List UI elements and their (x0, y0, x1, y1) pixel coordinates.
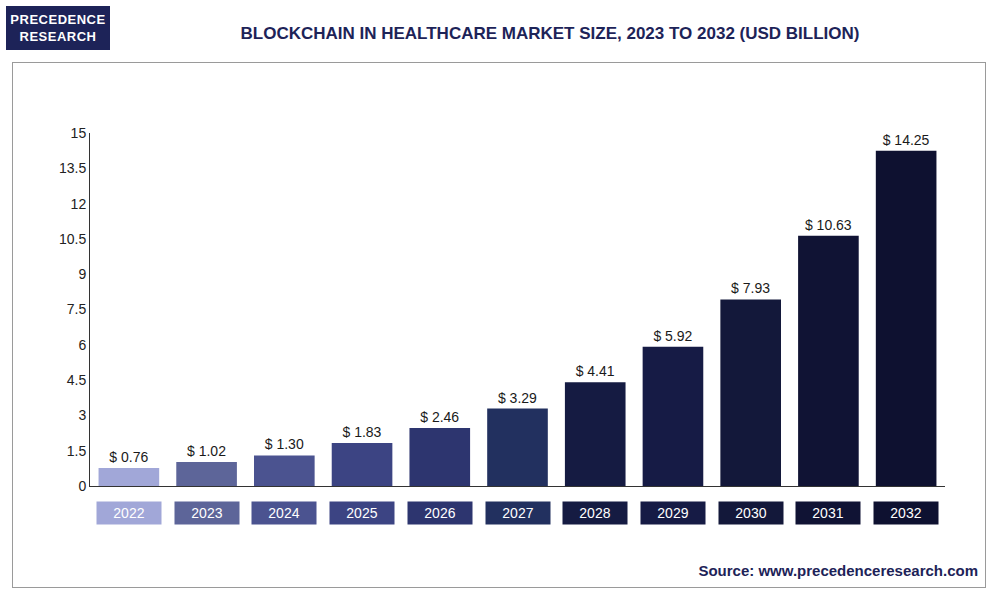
svg-text:$ 14.25: $ 14.25 (883, 132, 930, 148)
svg-text:$ 3.29: $ 3.29 (498, 390, 537, 406)
svg-text:0: 0 (78, 478, 86, 494)
svg-text:$ 0.76: $ 0.76 (109, 449, 148, 465)
svg-text:2032: 2032 (890, 505, 921, 521)
html-text:PRECEDENCE: PRECEDENCE (10, 12, 106, 27)
svg-text:10.5: 10.5 (59, 231, 86, 247)
html-text:Source: www.precedenceresearch: Source: www.precedenceresearch.com (698, 562, 978, 579)
svg-text:2026: 2026 (424, 505, 455, 521)
svg-text:1.5: 1.5 (67, 443, 87, 459)
svg-text:2031: 2031 (812, 505, 843, 521)
svg-text:$ 10.63: $ 10.63 (805, 217, 852, 233)
svg-text:2025: 2025 (346, 505, 377, 521)
svg-text:6: 6 (78, 337, 86, 353)
svg-text:12: 12 (71, 196, 87, 212)
svg-text:7.5: 7.5 (67, 301, 87, 317)
svg-text:2024: 2024 (268, 505, 299, 521)
svg-text:13.5: 13.5 (59, 160, 86, 176)
svg-text:BLOCKCHAIN IN HEALTHCARE MARKE: BLOCKCHAIN IN HEALTHCARE MARKET SIZE, 20… (241, 24, 860, 43)
svg-text:2029: 2029 (657, 505, 688, 521)
svg-text:9: 9 (78, 266, 86, 282)
svg-text:2028: 2028 (579, 505, 610, 521)
svg-text:$ 5.92: $ 5.92 (653, 328, 692, 344)
svg-text:$ 1.30: $ 1.30 (265, 436, 304, 452)
svg-text:3: 3 (78, 407, 86, 423)
svg-text:2030: 2030 (735, 505, 766, 521)
svg-text:15: 15 (71, 125, 87, 141)
svg-text:$ 2.46: $ 2.46 (420, 409, 459, 425)
svg-text:4.5: 4.5 (67, 372, 87, 388)
svg-text:$ 1.02: $ 1.02 (187, 443, 226, 459)
svg-text:$ 4.41: $ 4.41 (576, 363, 615, 379)
svg-text:$ 1.83: $ 1.83 (342, 424, 381, 440)
svg-text:$ 7.93: $ 7.93 (731, 280, 770, 296)
html-text:RESEARCH: RESEARCH (19, 29, 97, 44)
svg-text:2023: 2023 (191, 505, 222, 521)
svg-text:2027: 2027 (502, 505, 533, 521)
svg-text:2022: 2022 (113, 505, 144, 521)
